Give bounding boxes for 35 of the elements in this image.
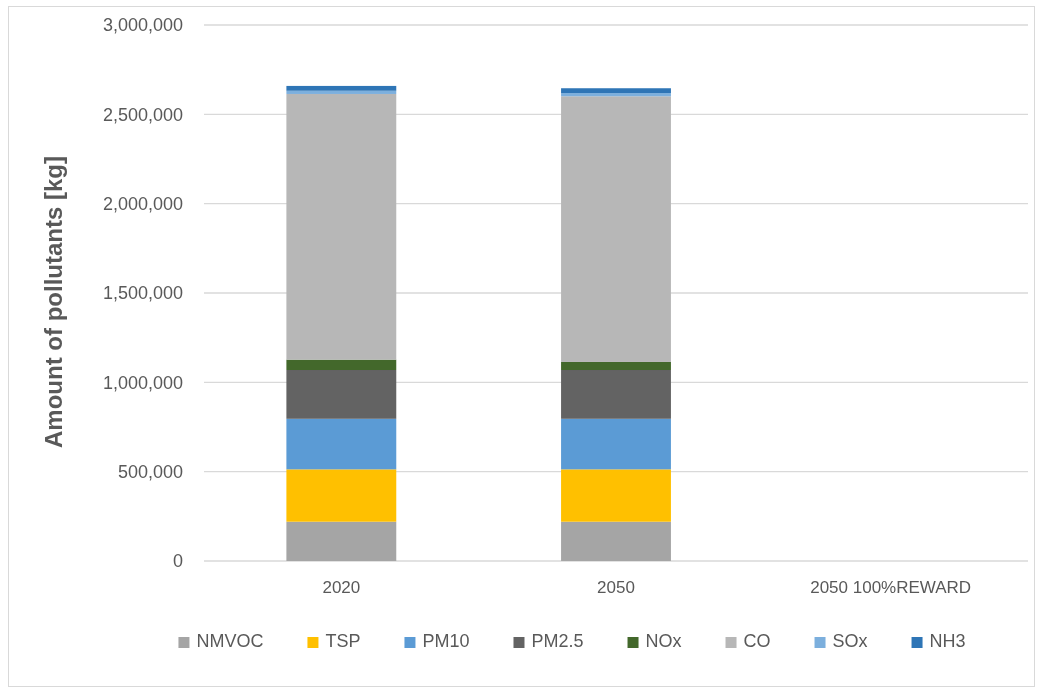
y-tick-label: 3,000,000 <box>102 15 183 36</box>
x-tick-label: 2020 <box>322 578 361 598</box>
bar <box>561 521 671 561</box>
bar <box>286 370 397 419</box>
bar <box>561 361 671 371</box>
legend-label: PM2.5 <box>531 631 584 651</box>
bar <box>561 96 671 362</box>
legend-label: SOx <box>832 631 868 651</box>
y-axis-title: Amount of pollutants [kg] <box>40 156 67 448</box>
legend-label: CO <box>743 631 771 651</box>
bar <box>561 418 671 470</box>
bar <box>286 90 397 94</box>
bar <box>561 93 671 97</box>
legend-label: PM10 <box>422 631 470 651</box>
y-tick-label: 1,000,000 <box>102 372 183 393</box>
bar <box>286 359 397 371</box>
legend-label: TSP <box>325 631 361 651</box>
y-tick-label: 1,500,000 <box>102 283 183 304</box>
legend-label: NMVOC <box>196 631 264 651</box>
bar <box>286 85 397 91</box>
bar <box>286 93 397 360</box>
bar <box>561 88 671 94</box>
bar <box>561 469 671 522</box>
bar <box>286 521 397 561</box>
legend-label: NH3 <box>929 631 966 651</box>
y-tick-label: 2,500,000 <box>102 104 183 125</box>
bar <box>561 370 671 419</box>
bar <box>286 418 397 470</box>
x-tick-label: 2050 <box>597 578 635 598</box>
y-tick-label: 2,000,000 <box>102 193 183 214</box>
legend-label: NOx <box>645 631 682 651</box>
y-tick-label: 0 <box>172 551 183 572</box>
x-tick-label: 2050 100%REWARD <box>810 578 972 598</box>
y-tick-label: 500,000 <box>117 461 183 482</box>
bar <box>286 469 397 522</box>
